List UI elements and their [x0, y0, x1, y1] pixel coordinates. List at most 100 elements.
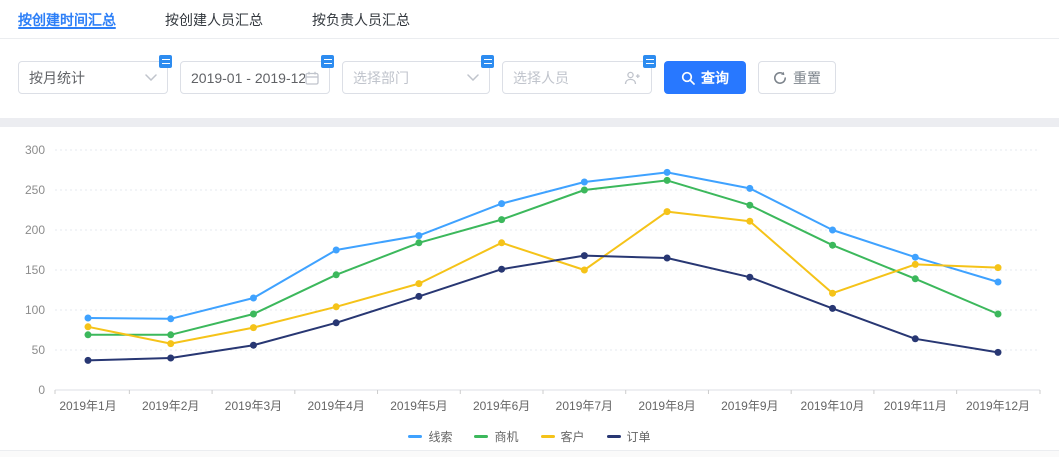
y-axis-tick-label: 300: [25, 143, 45, 157]
data-point[interactable]: [332, 319, 340, 327]
data-point[interactable]: [84, 331, 92, 339]
data-point[interactable]: [746, 273, 754, 281]
data-point[interactable]: [249, 324, 257, 332]
date-range-picker[interactable]: 2019-01 - 2019-12: [180, 55, 334, 94]
field-badge-icon[interactable]: [481, 55, 494, 68]
data-point[interactable]: [332, 303, 340, 311]
x-axis-tick-label: 2019年12月: [966, 399, 1030, 413]
reset-button[interactable]: 重置: [758, 61, 836, 94]
data-point[interactable]: [994, 278, 1002, 286]
legend-item-线索[interactable]: 线索: [408, 428, 452, 445]
data-point[interactable]: [415, 280, 423, 288]
data-point[interactable]: [746, 201, 754, 209]
stat-mode-value: 按月统计: [29, 69, 85, 86]
data-point[interactable]: [663, 168, 671, 176]
x-axis-tick-label: 2019年9月: [721, 399, 778, 413]
series-line-线索: [87, 171, 999, 320]
tab-by-create-time[interactable]: 按创建时间汇总: [18, 0, 116, 38]
y-axis-tick-label: 250: [25, 183, 45, 197]
data-point[interactable]: [415, 239, 423, 247]
data-point[interactable]: [415, 292, 423, 300]
data-point[interactable]: [249, 341, 257, 349]
field-badge-icon[interactable]: [159, 55, 172, 68]
stat-mode-select[interactable]: 按月统计: [18, 55, 172, 94]
data-point[interactable]: [415, 232, 423, 240]
data-point[interactable]: [84, 314, 92, 322]
data-point[interactable]: [911, 335, 919, 343]
tab-by-owner[interactable]: 按负责人员汇总: [312, 12, 410, 28]
data-point[interactable]: [829, 289, 837, 297]
legend-label: 线索: [428, 430, 453, 444]
y-axis-tick-label: 100: [25, 303, 45, 317]
legend-item-客户[interactable]: 客户: [540, 428, 585, 445]
page-bottom-strip: [0, 450, 1059, 457]
chart-card: 0 50 100 150 200 250 300 2019年1月 2019年2月 2019年3月 2…: [0, 127, 1059, 450]
data-point[interactable]: [84, 323, 92, 331]
data-point[interactable]: [911, 275, 919, 283]
x-axis-tick-label: 2019年11月: [884, 399, 947, 413]
y-axis-tick-label: 50: [32, 343, 46, 357]
tab-by-creator[interactable]: 按创建人员汇总: [165, 12, 263, 28]
data-point[interactable]: [746, 217, 754, 225]
tab-bar: 按创建时间汇总 按创建人员汇总 按负责人员汇总: [0, 0, 1059, 39]
x-axis-tick-label: 2019年1月: [59, 399, 116, 413]
data-point[interactable]: [994, 348, 1002, 356]
data-point[interactable]: [663, 254, 671, 262]
chevron-down-icon: [145, 74, 157, 81]
data-point[interactable]: [84, 356, 92, 364]
x-axis-tick-label: 2019年5月: [390, 399, 447, 413]
x-axis-tick-label: 2019年8月: [638, 399, 695, 413]
data-point[interactable]: [332, 246, 340, 254]
x-axis-tick-label: 2019年7月: [556, 399, 613, 413]
legend-label: 客户: [560, 430, 585, 444]
data-point[interactable]: [663, 176, 671, 184]
chevron-down-icon: [467, 74, 479, 81]
data-point[interactable]: [580, 266, 588, 274]
data-point[interactable]: [167, 315, 175, 323]
data-point[interactable]: [911, 253, 919, 261]
data-point[interactable]: [746, 184, 754, 192]
data-point[interactable]: [663, 208, 671, 216]
series-line-客户: [87, 210, 999, 345]
refresh-icon: [774, 71, 786, 84]
data-point[interactable]: [332, 271, 340, 279]
data-point[interactable]: [167, 354, 175, 362]
data-point[interactable]: [498, 216, 506, 224]
field-badge-icon[interactable]: [321, 55, 334, 68]
data-point[interactable]: [580, 186, 588, 194]
data-point[interactable]: [994, 264, 1002, 272]
reset-button-label: 重置: [793, 69, 821, 86]
calendar-icon: [305, 71, 319, 85]
series-line-订单: [87, 254, 999, 362]
legend-item-商机[interactable]: 商机: [474, 428, 519, 445]
department-placeholder: 选择部门: [353, 69, 409, 86]
data-point[interactable]: [167, 340, 175, 348]
legend-swatch: [606, 435, 621, 438]
legend-label: 商机: [494, 430, 519, 444]
data-point[interactable]: [498, 239, 506, 247]
field-badge-icon[interactable]: [643, 55, 656, 68]
legend-item-订单[interactable]: 订单: [606, 428, 651, 445]
department-select[interactable]: 选择部门: [342, 55, 494, 94]
data-point[interactable]: [498, 200, 506, 208]
data-point[interactable]: [249, 294, 257, 302]
data-point[interactable]: [829, 304, 837, 312]
data-point[interactable]: [911, 260, 919, 268]
data-point[interactable]: [580, 178, 588, 186]
data-point[interactable]: [249, 310, 257, 318]
person-placeholder: 选择人员: [513, 69, 569, 86]
x-axis-tick-label: 2019年4月: [307, 399, 364, 413]
line-chart[interactable]: 0 50 100 150 200 250 300 2019年1月 2019年2月 2019年3月 2…: [0, 127, 1059, 427]
data-point[interactable]: [580, 252, 588, 260]
search-icon: [681, 71, 695, 85]
search-button[interactable]: 查询: [664, 61, 746, 94]
y-axis-tick-label: 200: [25, 223, 45, 237]
data-point[interactable]: [994, 310, 1002, 318]
data-point[interactable]: [167, 331, 175, 339]
data-point[interactable]: [829, 226, 837, 234]
data-point[interactable]: [829, 241, 837, 249]
data-point[interactable]: [498, 265, 506, 273]
x-axis-tick-label: 2019年6月: [473, 399, 530, 413]
y-axis-tick-label: 150: [25, 263, 45, 277]
person-select[interactable]: 选择人员: [502, 55, 656, 94]
